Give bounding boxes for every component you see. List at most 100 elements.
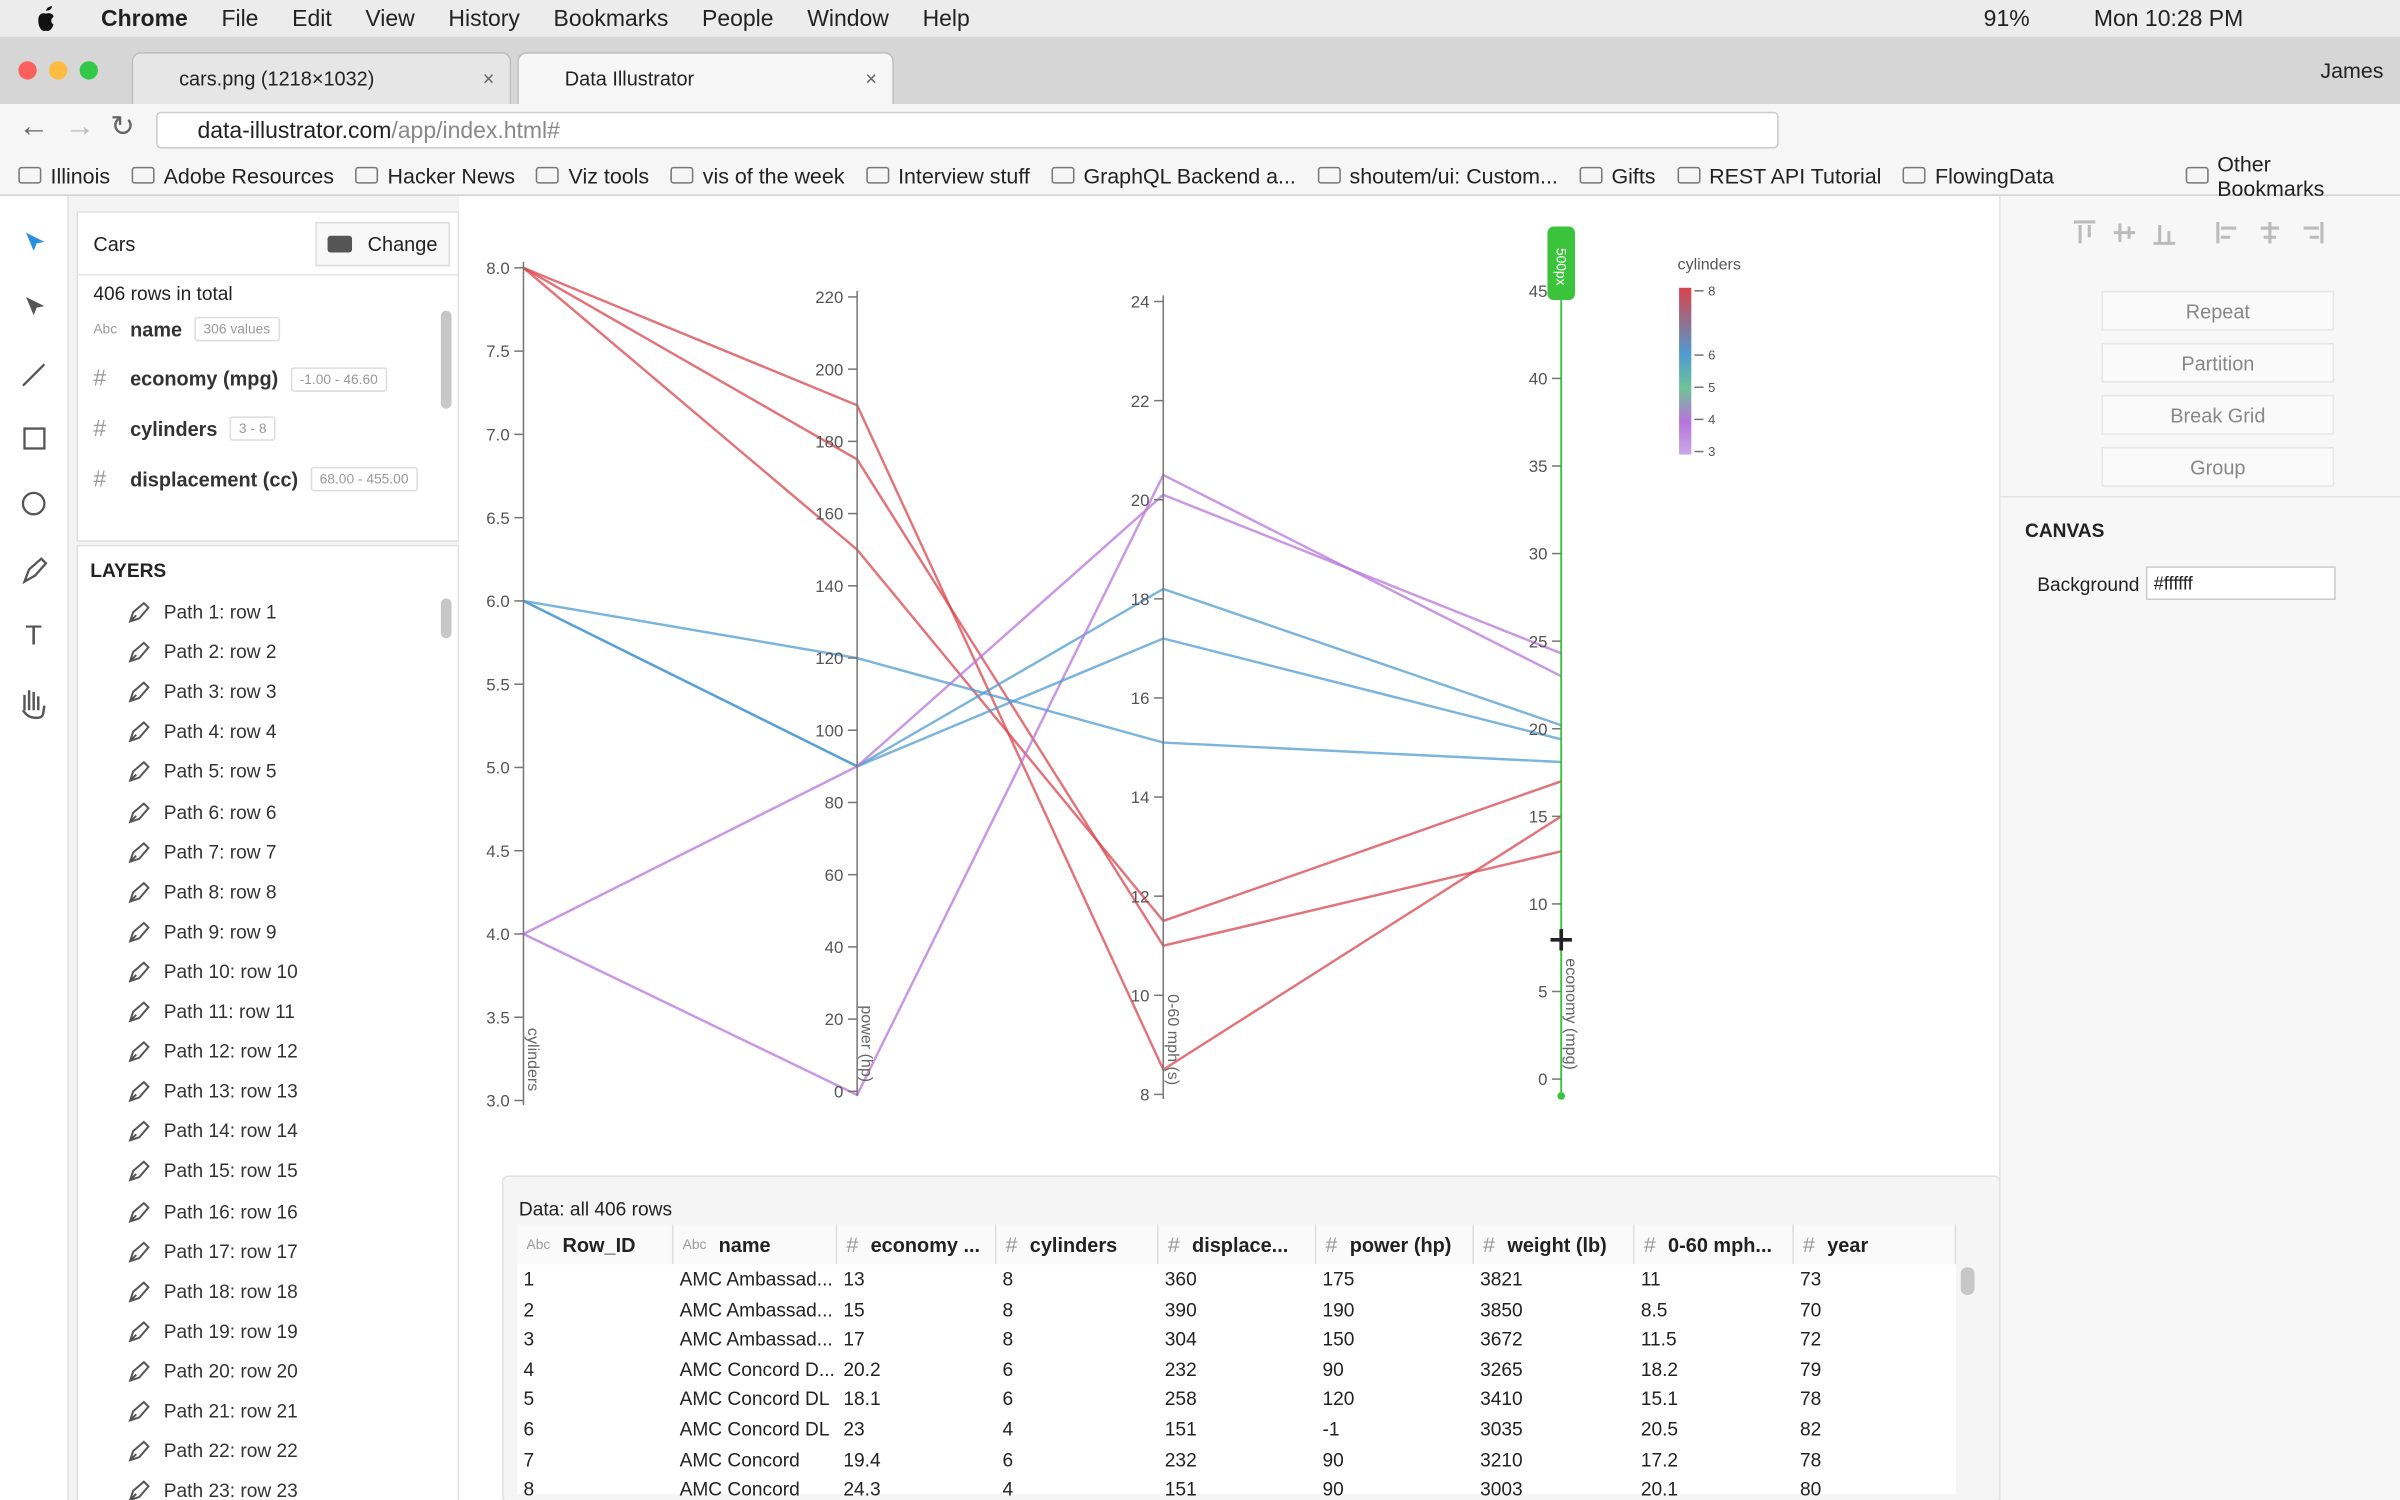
bookmark[interactable]: Gifts (1579, 163, 1656, 187)
layer[interactable]: Path 22: row 22 (78, 1434, 298, 1468)
table-cell: 82 (1799, 1418, 1822, 1441)
scrollbar[interactable] (440, 598, 452, 639)
text-tool[interactable]: T (25, 619, 42, 650)
table-cell: 90 (1322, 1478, 1344, 1500)
change-button[interactable]: Change (315, 221, 450, 267)
background-input[interactable]: #ffffff (2145, 566, 2336, 600)
layer[interactable]: Path 17: row 17 (78, 1235, 298, 1269)
bookmark[interactable]: Viz tools (536, 163, 649, 187)
layer[interactable]: Path 4: row 4 (78, 715, 277, 749)
menu[interactable]: Bookmarks (553, 5, 669, 32)
action-button[interactable]: Partition (2101, 342, 2335, 383)
table-cell: 3 (523, 1328, 535, 1351)
layer[interactable]: Path 14: row 14 (78, 1115, 298, 1149)
column-header[interactable]: # displace... (1158, 1224, 1317, 1265)
field[interactable]: # cylinders 3 - 8 (78, 408, 445, 451)
column-header[interactable]: # power (hp) (1316, 1224, 1474, 1265)
select-tool[interactable] (26, 232, 45, 252)
column-header[interactable]: #0-60 mph... (1634, 1224, 1794, 1265)
forward[interactable]: → (64, 110, 95, 144)
rect-tool[interactable] (23, 427, 46, 450)
bookmark[interactable]: GraphQL Backend a... (1051, 163, 1296, 187)
menu[interactable]: Edit (292, 5, 332, 32)
layer[interactable]: Path 20: row 20 (78, 1354, 298, 1388)
address-bar[interactable]: data-illustrator.com/app/index.html# (156, 111, 1779, 149)
apple-icon[interactable] (31, 3, 62, 34)
column-header[interactable]: Abc name (673, 1224, 838, 1265)
app-menu[interactable]: Chrome (101, 5, 188, 32)
bookmark[interactable]: FlowingData (1902, 163, 2054, 187)
clock[interactable]: Mon 10:28 PM (2093, 5, 2244, 32)
layer[interactable]: Path 10: row 10 (78, 955, 298, 989)
menu[interactable]: History (448, 5, 520, 32)
tick-label: 35 (1529, 457, 1548, 476)
field[interactable]: # displacement (cc) 68.00 - 455.00 (78, 458, 445, 501)
layer[interactable]: Path 9: row 9 (78, 915, 277, 949)
legend-label: 8 (1708, 283, 1715, 298)
field[interactable]: Abc name 306 values (78, 308, 445, 351)
column-header[interactable]: Abc Row_ID (517, 1224, 674, 1265)
minimize[interactable] (48, 61, 68, 80)
pen-icon (128, 1440, 150, 1462)
menu[interactable]: View (365, 5, 415, 32)
column-header[interactable]: # year (1793, 1224, 1957, 1265)
hand-tool[interactable] (21, 690, 46, 720)
layer-label: Path 15: row 15 (163, 1160, 298, 1183)
action-button[interactable]: Repeat (2101, 290, 2335, 331)
column-header[interactable]: # weight (lb) (1473, 1224, 1635, 1265)
zoom[interactable] (79, 61, 98, 80)
menu[interactable]: File (221, 5, 259, 32)
layer[interactable]: Path 12: row 12 (78, 1035, 298, 1069)
bookmark[interactable]: Adobe Resources (131, 163, 334, 187)
pen-tool[interactable] (22, 557, 48, 585)
tool-bar: T (0, 195, 69, 1500)
layer[interactable]: Path 3: row 3 (78, 675, 277, 709)
bookmark[interactable]: shoutem/ui: Custom... (1317, 163, 1558, 187)
menu[interactable]: Window (807, 5, 889, 32)
column-header[interactable]: # cylinders (996, 1224, 1159, 1265)
menu[interactable]: Help (922, 5, 970, 32)
layer[interactable]: Path 11: row 11 (78, 995, 295, 1029)
tab[interactable]: cars.png (1218×1032) × (131, 52, 512, 105)
field-type: # (93, 416, 107, 443)
action-button[interactable]: Group (2101, 446, 2335, 487)
menu[interactable]: People (702, 5, 774, 32)
bookmark[interactable]: REST API Tutorial (1676, 163, 1881, 187)
bookmark[interactable]: vis of the week (670, 163, 844, 187)
layer-label: Path 21: row 21 (163, 1400, 298, 1422)
ellipse-tool[interactable] (21, 491, 46, 516)
bookmark[interactable]: Illinois (18, 163, 110, 187)
close[interactable] (18, 61, 37, 80)
table-scrollbar[interactable] (1960, 1267, 1975, 1295)
bookmark[interactable]: Hacker News (355, 163, 515, 187)
selection-handle[interactable] (1547, 226, 1575, 300)
layer[interactable]: Path 19: row 19 (78, 1314, 298, 1348)
bookmark[interactable]: Interview stuff (865, 163, 1030, 187)
layer[interactable]: Path 16: row 16 (78, 1195, 298, 1229)
direct-select-tool[interactable] (26, 296, 45, 316)
field[interactable]: # economy (mpg) -1.00 - 46.60 (78, 358, 445, 401)
scrollbar[interactable] (440, 310, 452, 409)
column-header[interactable]: # economy ... (837, 1224, 997, 1265)
layer[interactable]: Path 7: row 7 (78, 835, 277, 869)
layer[interactable]: Path 2: row 2 (78, 635, 277, 669)
layer[interactable]: Path 6: row 6 (78, 795, 277, 829)
line-tool[interactable] (22, 363, 46, 387)
layer[interactable]: Path 8: row 8 (78, 875, 277, 909)
layer[interactable]: Path 21: row 21 (78, 1394, 298, 1428)
reload[interactable]: ↻ (110, 111, 135, 144)
table-rows-bg (517, 1264, 1957, 1494)
property-value: #ffffff (2153, 572, 2193, 594)
layer[interactable]: Path 1: row 1 (78, 595, 277, 629)
layer[interactable]: Path 5: row 5 (78, 755, 277, 789)
profile[interactable]: James (2320, 58, 2384, 83)
other-bookmarks[interactable]: Other Bookmarks (2185, 151, 2379, 200)
layer[interactable]: Path 15: row 15 (78, 1155, 298, 1189)
pen-shape (128, 1280, 150, 1303)
layer[interactable]: Path 18: row 18 (78, 1275, 298, 1309)
layer[interactable]: Path 23: row 23 (78, 1474, 298, 1500)
back[interactable]: ← (18, 110, 49, 144)
layer[interactable]: Path 13: row 13 (78, 1075, 298, 1109)
action-button[interactable]: Break Grid (2101, 394, 2335, 435)
tab-active[interactable]: Data Illustrator × (517, 52, 894, 105)
